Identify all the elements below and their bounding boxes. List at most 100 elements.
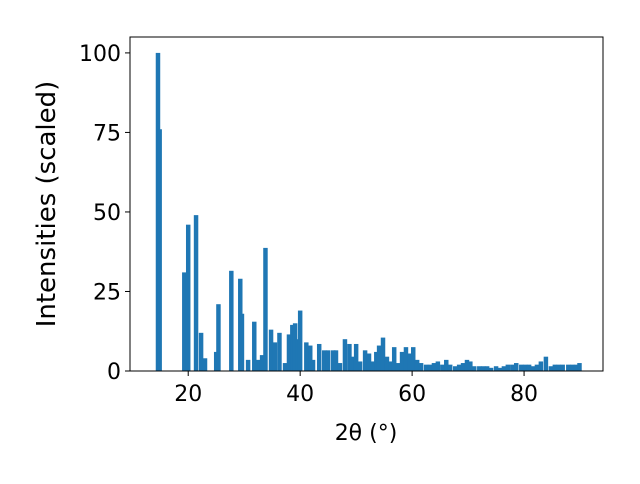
bar bbox=[510, 364, 515, 371]
bar bbox=[202, 358, 208, 371]
bar bbox=[198, 332, 204, 371]
y-tick-label: 0 bbox=[107, 360, 121, 385]
y-tick-label: 75 bbox=[93, 121, 121, 146]
bar bbox=[427, 364, 433, 371]
bar bbox=[501, 366, 507, 371]
bar bbox=[552, 364, 558, 371]
bar bbox=[376, 345, 382, 371]
bar bbox=[414, 359, 420, 371]
bar bbox=[560, 364, 565, 371]
bar bbox=[182, 272, 187, 371]
bar bbox=[316, 343, 322, 371]
bar bbox=[263, 247, 268, 371]
bar bbox=[229, 270, 234, 371]
bar bbox=[543, 356, 549, 371]
bar bbox=[484, 366, 490, 371]
bar bbox=[526, 364, 532, 371]
bar bbox=[447, 364, 453, 371]
bar bbox=[538, 361, 544, 371]
bar bbox=[310, 359, 316, 371]
bar bbox=[497, 367, 503, 371]
bar bbox=[444, 359, 449, 371]
bar bbox=[362, 350, 368, 371]
bar bbox=[353, 343, 359, 371]
bar bbox=[431, 363, 437, 371]
bar bbox=[519, 364, 524, 371]
bar bbox=[423, 364, 429, 371]
bar bbox=[480, 366, 486, 371]
bar bbox=[366, 353, 372, 371]
bar bbox=[357, 361, 363, 371]
bar bbox=[282, 363, 288, 371]
bar bbox=[347, 343, 352, 371]
bar bbox=[407, 353, 412, 371]
x-axis-label: 2θ (°) bbox=[335, 421, 398, 446]
bar bbox=[185, 224, 191, 371]
bar bbox=[403, 347, 409, 371]
bar bbox=[395, 363, 401, 371]
bar bbox=[321, 350, 327, 371]
bar bbox=[268, 329, 274, 371]
bar bbox=[325, 350, 331, 371]
bar bbox=[513, 363, 519, 371]
bar bbox=[418, 363, 424, 371]
bar bbox=[333, 350, 339, 371]
bar bbox=[556, 364, 562, 371]
bar bbox=[370, 361, 375, 371]
bar bbox=[380, 337, 386, 371]
bar bbox=[435, 361, 441, 371]
bar bbox=[530, 366, 536, 371]
bar bbox=[272, 342, 278, 371]
x-tick-label: 20 bbox=[174, 382, 202, 407]
bar bbox=[330, 350, 336, 371]
bar bbox=[292, 323, 298, 371]
bar bbox=[337, 363, 343, 371]
bar bbox=[505, 364, 511, 371]
bar bbox=[440, 364, 445, 371]
bar bbox=[411, 347, 416, 371]
bar bbox=[399, 351, 405, 371]
bar bbox=[566, 364, 571, 371]
bar bbox=[342, 339, 348, 371]
bar bbox=[464, 359, 470, 371]
bar bbox=[477, 366, 482, 371]
bar bbox=[277, 332, 282, 371]
x-tick-label: 40 bbox=[286, 382, 314, 407]
bar bbox=[259, 355, 265, 371]
y-tick-label: 25 bbox=[93, 280, 121, 305]
bar bbox=[349, 356, 355, 371]
bar bbox=[577, 363, 582, 371]
plot-frame bbox=[129, 36, 604, 372]
bar bbox=[456, 364, 462, 371]
y-axis-label: Intensities (scaled) bbox=[32, 81, 62, 328]
bar bbox=[239, 313, 245, 371]
bar bbox=[304, 342, 309, 371]
bar bbox=[245, 359, 251, 371]
bar bbox=[216, 304, 221, 371]
y-tick-label: 50 bbox=[93, 201, 121, 226]
bar bbox=[286, 334, 292, 371]
x-tick-label: 60 bbox=[398, 382, 426, 407]
x-tick-label: 80 bbox=[510, 382, 538, 407]
bar bbox=[534, 364, 540, 371]
bar bbox=[193, 215, 199, 371]
bar bbox=[388, 361, 393, 371]
bar bbox=[308, 345, 313, 371]
bar bbox=[374, 351, 379, 371]
bar bbox=[522, 364, 528, 371]
bar bbox=[573, 364, 579, 371]
bar bbox=[488, 367, 494, 371]
bar bbox=[290, 324, 295, 371]
bar bbox=[384, 356, 390, 371]
bar bbox=[460, 363, 466, 371]
bar bbox=[548, 366, 554, 371]
y-tick-label: 100 bbox=[79, 42, 121, 67]
bar bbox=[452, 366, 458, 371]
bar bbox=[252, 321, 257, 371]
bar bbox=[472, 366, 477, 371]
bar bbox=[391, 347, 397, 371]
bar bbox=[157, 129, 162, 371]
bar bbox=[493, 366, 499, 371]
bar bbox=[297, 310, 303, 371]
